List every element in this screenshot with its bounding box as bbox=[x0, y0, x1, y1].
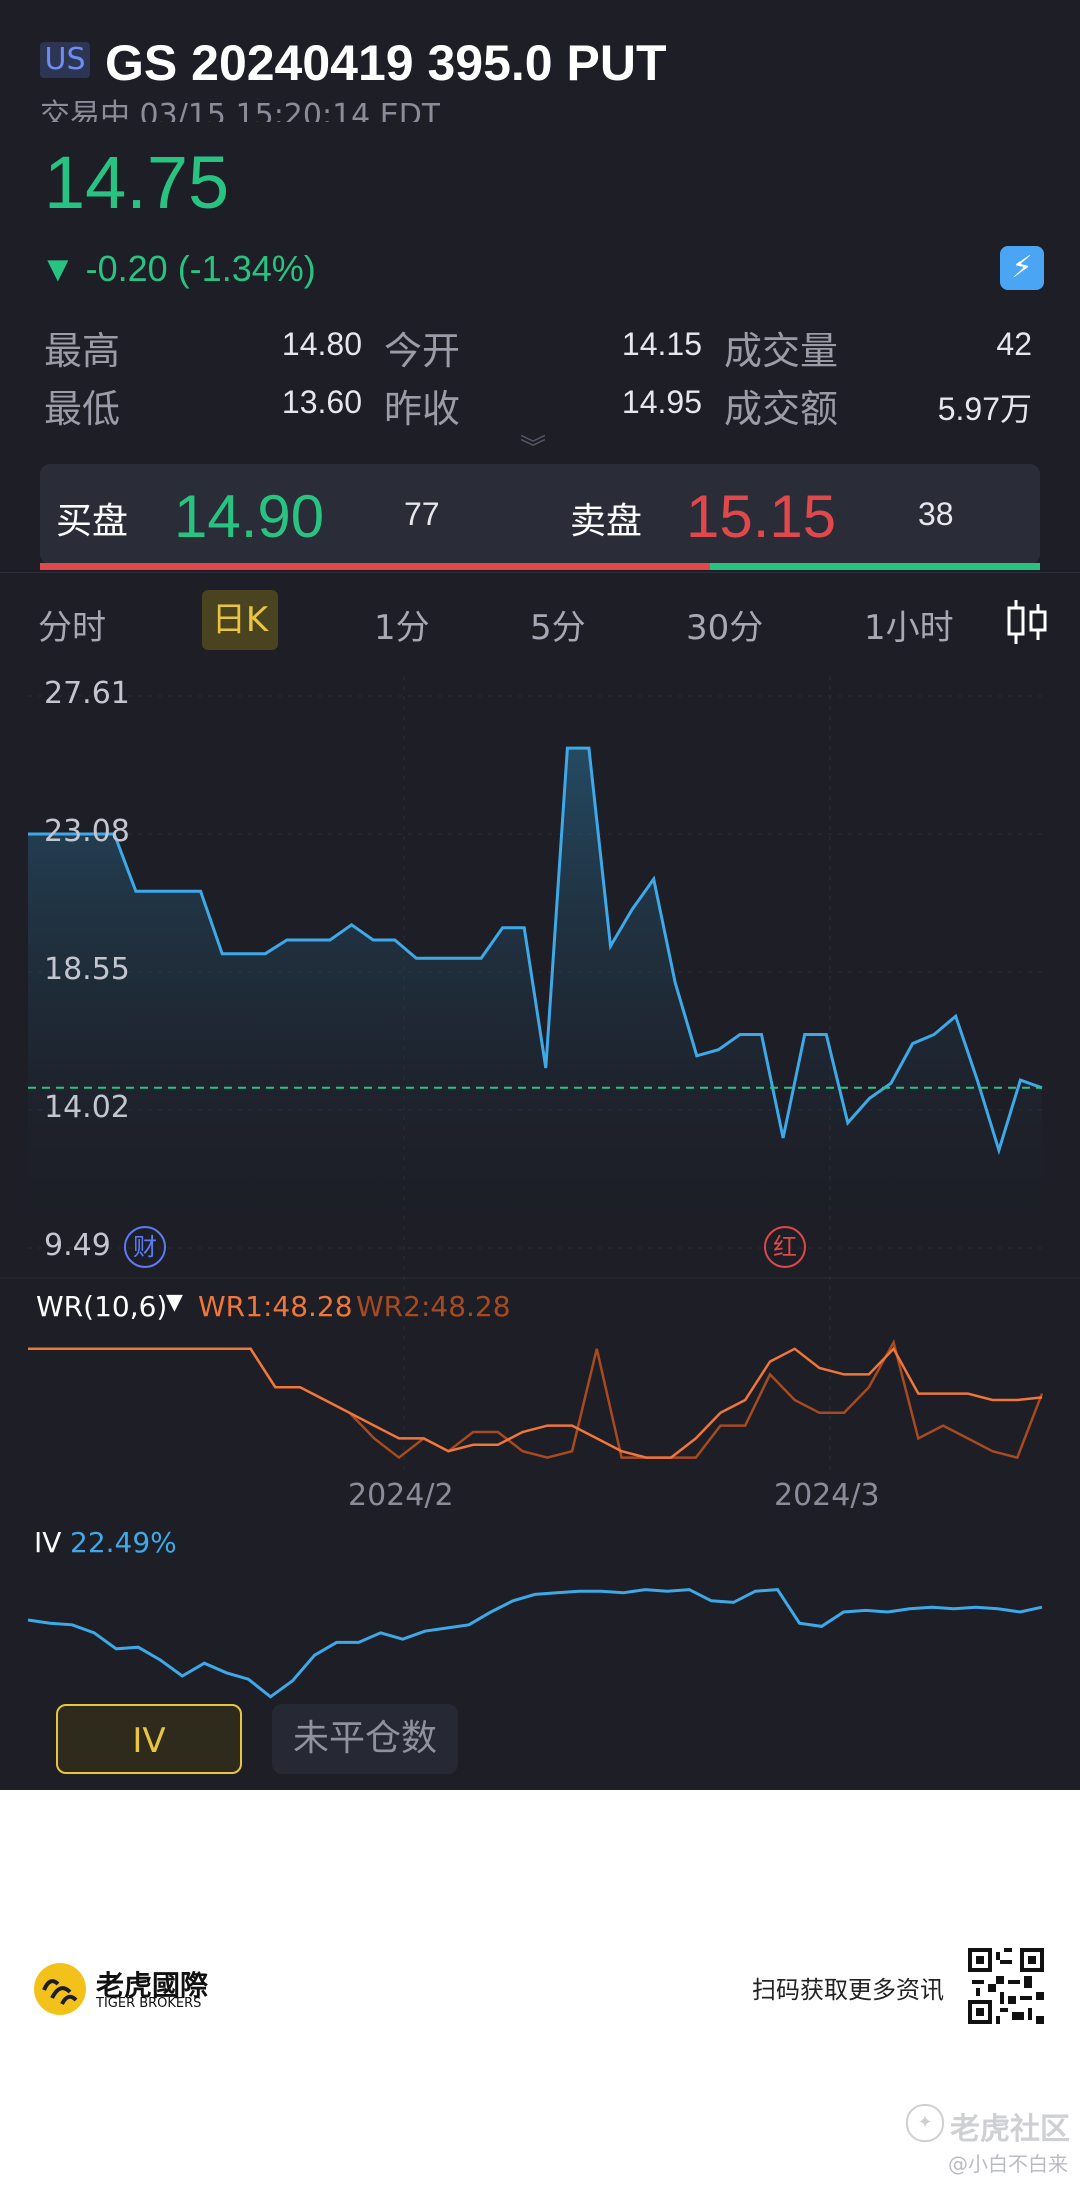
section-divider bbox=[0, 572, 1080, 573]
tab-timeshare[interactable]: 分时 bbox=[38, 608, 106, 648]
wr-series-line bbox=[28, 1346, 1043, 1459]
bid-label: 买盘 bbox=[56, 501, 129, 542]
trading-status: 交易中 03/15 15:20:14 EDT bbox=[40, 98, 441, 122]
earnings-marker[interactable]: 财 bbox=[124, 1226, 166, 1268]
tab-daily-k[interactable]: 日K bbox=[202, 590, 278, 650]
y-tick-label: 9.49 bbox=[44, 1228, 111, 1263]
ask-quantity: 38 bbox=[918, 496, 954, 532]
tab-1hour[interactable]: 1小时 bbox=[864, 608, 954, 648]
iv-value: 22.49% bbox=[70, 1526, 177, 1559]
stat-low-value: 13.60 bbox=[281, 384, 362, 420]
watermark-brand: 老虎社区 bbox=[950, 2112, 1070, 2147]
scan-prompt: 扫码获取更多资讯 bbox=[752, 1976, 944, 2004]
caret-down-icon[interactable]: ▼ bbox=[166, 1290, 183, 1315]
stat-prevclose-value: 14.95 bbox=[621, 384, 702, 420]
open-interest-button[interactable]: 未平仓数 bbox=[272, 1704, 458, 1774]
iv-line bbox=[27, 1588, 1043, 1699]
stat-prevclose-label: 昨收 bbox=[384, 387, 461, 431]
last-price: 14.75 bbox=[44, 141, 230, 224]
brand-name-cn: 老虎國際 bbox=[96, 1969, 209, 2002]
brand-name-en: TIGER BROKERS bbox=[96, 1996, 202, 2011]
stat-turnover-label: 成交额 bbox=[724, 387, 839, 431]
y-tick-label: 23.08 bbox=[44, 814, 130, 849]
dividend-marker[interactable]: 红 bbox=[764, 1226, 806, 1268]
stat-open-label: 今开 bbox=[384, 329, 461, 373]
ask-price[interactable]: 15.15 bbox=[686, 483, 837, 550]
stat-open-value: 14.15 bbox=[621, 326, 702, 362]
candlestick-icon[interactable] bbox=[1007, 600, 1047, 644]
bid-share-bar bbox=[40, 563, 710, 570]
tiger-logo-icon bbox=[34, 1963, 86, 2015]
watermark-logo-icon: ✦ bbox=[906, 2104, 944, 2142]
lightning-icon[interactable]: ⚡ bbox=[1000, 246, 1044, 290]
stat-volume-value: 42 bbox=[996, 326, 1032, 362]
watermark-user: @小白不白来 bbox=[948, 2152, 1068, 2176]
market-badge: US bbox=[40, 42, 90, 78]
price-change: ▼ -0.20 (-1.34%) bbox=[40, 248, 316, 289]
iv-button[interactable]: IV bbox=[56, 1704, 242, 1774]
bid-quantity: 77 bbox=[404, 496, 440, 532]
x-tick-label: 2024/2 bbox=[348, 1478, 454, 1513]
wr2-value: WR2:48.28 bbox=[356, 1290, 511, 1323]
expand-chevron-icon[interactable]: ︾ bbox=[520, 434, 547, 464]
price-line bbox=[28, 746, 1043, 1156]
qr-code[interactable] bbox=[968, 1948, 1044, 2024]
ask-label: 卖盘 bbox=[570, 501, 643, 542]
stat-turnover-value: 5.97万 bbox=[937, 391, 1032, 427]
tab-30min[interactable]: 30分 bbox=[686, 608, 764, 648]
y-tick-label: 27.61 bbox=[44, 676, 130, 711]
stat-high-label: 最高 bbox=[44, 329, 121, 373]
orderbook-panel bbox=[40, 464, 1040, 564]
ask-share-bar bbox=[710, 563, 1040, 570]
stat-low-label: 最低 bbox=[44, 387, 121, 431]
tab-5min[interactable]: 5分 bbox=[530, 608, 586, 648]
y-tick-label: 14.02 bbox=[44, 1090, 130, 1125]
wr-series-line bbox=[28, 1339, 1044, 1460]
stat-high-value: 14.80 bbox=[281, 326, 362, 362]
contract-title: GS 20240419 395.0 PUT bbox=[105, 35, 667, 91]
x-tick-label: 2024/3 bbox=[774, 1478, 880, 1513]
wr1-value: WR1:48.28 bbox=[198, 1290, 353, 1323]
tab-1min[interactable]: 1分 bbox=[374, 608, 430, 648]
iv-indicator-label: IV bbox=[34, 1526, 62, 1559]
bid-price[interactable]: 14.90 bbox=[174, 483, 325, 550]
stat-volume-label: 成交量 bbox=[724, 329, 839, 373]
wr-indicator-label[interactable]: WR(10,6) bbox=[36, 1290, 168, 1323]
y-tick-label: 18.55 bbox=[44, 952, 130, 987]
